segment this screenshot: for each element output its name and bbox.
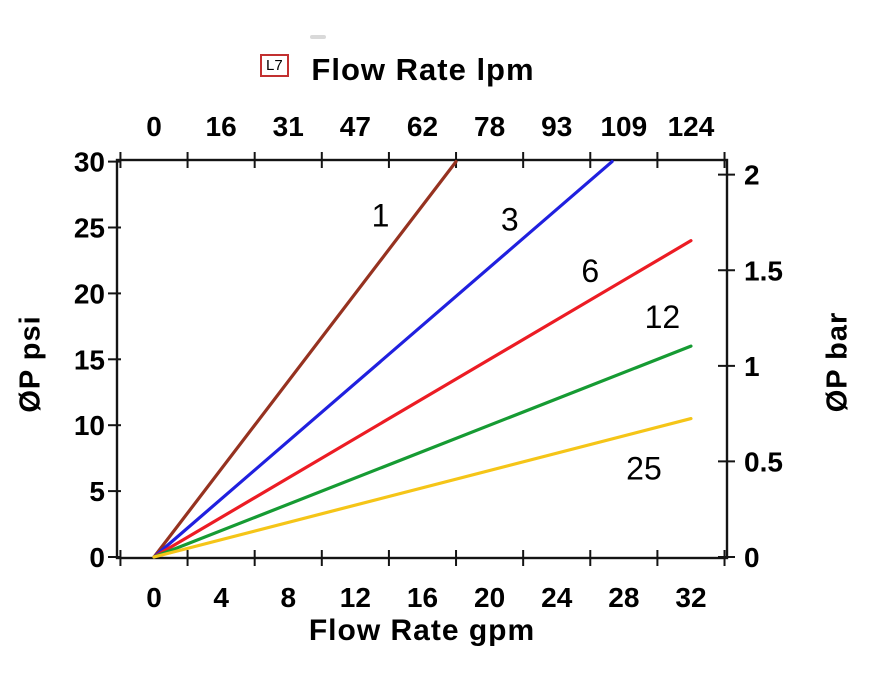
y-tick-label-bar: 2 [744,160,760,191]
y-tick-label-psi: 30 [74,147,105,178]
y-tick-label-psi: 0 [89,542,105,573]
left-axis-title: ØP psi [14,315,47,413]
x-tick-label-gpm: 32 [675,582,706,613]
series-label-3: 3 [501,202,519,238]
l7-badge-label: L7 [266,57,283,74]
plot-frame [115,158,729,560]
y-tick-label-psi: 20 [74,278,105,309]
x-tick-label-gpm: 28 [608,582,639,613]
x-tick-label-gpm: 0 [146,582,162,613]
series-line-1 [152,160,458,559]
x-tick-label-lpm: 0 [146,111,162,142]
series-line-25 [152,417,693,559]
y-tick-label-bar: 1.5 [744,255,783,286]
x-tick-label-gpm: 8 [280,582,296,613]
series-line-6 [152,239,693,559]
x-tick-label-gpm: 16 [407,582,438,613]
series-label-12: 12 [645,299,681,335]
x-tick-label-lpm: 31 [273,111,304,142]
smudge-artifact [310,35,326,39]
y-tick-label-bar: 0 [744,542,760,573]
x-tick-label-lpm: 93 [541,111,572,142]
x-tick-label-gpm: 24 [541,582,573,613]
right-axis-title: ØP bar [821,311,854,413]
series-label-1: 1 [372,198,390,234]
y-tick-label-psi: 25 [74,213,105,244]
series-line-3 [152,160,614,559]
x-tick-label-gpm: 20 [474,582,505,613]
x-tick-label-lpm: 78 [474,111,505,142]
x-tick-label-lpm: 47 [340,111,371,142]
y-tick-label-psi: 10 [74,410,105,441]
y-tick-label-bar: 1 [744,351,760,382]
y-tick-label-psi: 5 [89,476,105,507]
series-label-25: 25 [626,451,662,487]
y-tick-label-bar: 0.5 [744,446,783,477]
bottom-axis-title: Flow Rate gpm [308,614,536,647]
x-tick-label-lpm: 16 [206,111,237,142]
y-tick-label-psi: 15 [74,344,105,375]
x-tick-label-gpm: 12 [340,582,371,613]
series-label-6: 6 [581,253,599,289]
top-axis-title: Flow Rate lpm [311,52,535,87]
l7-badge: L7 [260,54,289,77]
series-line-12 [152,344,693,559]
x-tick-label-lpm: 109 [600,111,647,142]
x-tick-label-gpm: 4 [213,582,229,613]
x-tick-label-lpm: 62 [407,111,438,142]
x-tick-label-lpm: 124 [668,111,715,142]
